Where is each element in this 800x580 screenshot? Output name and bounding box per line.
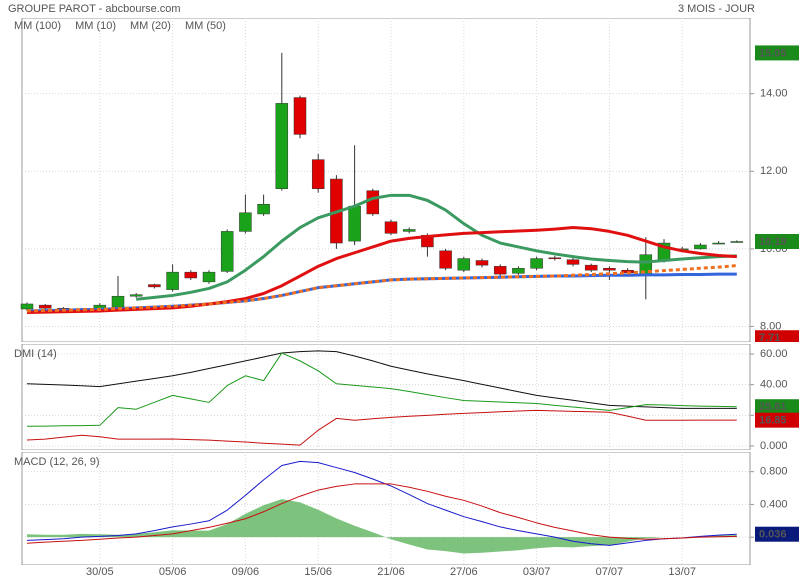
plot-frame: [21, 344, 751, 450]
x-tick-label: 03/07: [523, 566, 551, 578]
legend-entry: MM (50): [185, 20, 226, 32]
candle-body: [202, 271, 216, 283]
value-box: [755, 234, 799, 250]
histogram-area: [27, 499, 737, 554]
value-box-label: 16.85: [759, 415, 787, 427]
value-box: [755, 45, 799, 61]
candle-body: [694, 244, 707, 250]
y-tick-label: 0.800: [760, 466, 788, 478]
candle-body: [111, 295, 125, 308]
series-line: [136, 193, 737, 301]
series-line: [26, 460, 737, 546]
candle-body: [38, 304, 52, 309]
candle-body: [402, 229, 416, 232]
x-tick-label: 05/06: [159, 566, 187, 578]
value-box-label: 25.61: [759, 401, 787, 413]
candle-body: [275, 103, 289, 189]
candle-body: [220, 231, 234, 272]
candle-body: [566, 259, 580, 265]
candle-body: [129, 294, 143, 297]
chart-subtitle: 3 MOIS - JOUR: [678, 3, 755, 15]
y-tick-label: 14.00: [760, 88, 788, 100]
value-box-label: 15.05: [759, 47, 787, 59]
candle-body: [20, 303, 34, 310]
candle-body: [239, 212, 252, 232]
x-tick-label: 21/06: [377, 566, 405, 578]
candle-body: [457, 258, 471, 271]
panel-title: DMI (14): [14, 348, 57, 360]
series-line: [26, 226, 737, 315]
y-tick-label: 8.00: [760, 320, 781, 332]
x-tick-label: 15/06: [304, 566, 332, 578]
candle-body: [439, 250, 452, 269]
candle-body: [166, 271, 179, 290]
candle-body: [148, 284, 161, 288]
value-box-label: 10.19: [759, 236, 787, 248]
candle-body: [311, 159, 325, 189]
candle-body: [366, 190, 380, 215]
candle-body: [712, 242, 725, 245]
y-tick-label: 12.00: [760, 165, 788, 177]
plot-frame: [21, 18, 751, 342]
x-tick-label: 13/07: [668, 566, 696, 578]
candle-body: [493, 266, 507, 275]
plot-frame: [21, 452, 751, 565]
series-line: [26, 483, 737, 544]
candle-body: [584, 264, 598, 271]
candle-body: [184, 271, 198, 279]
candle-body: [512, 268, 525, 274]
candle-body: [384, 221, 398, 234]
legend-entry: MM (10): [75, 20, 116, 32]
x-tick-label: 07/07: [596, 566, 624, 578]
y-tick-label: 0.000: [760, 440, 788, 452]
value-box: [755, 412, 799, 428]
value-box: [755, 526, 799, 542]
y-tick-label: 60.00: [760, 348, 788, 360]
candle-body: [548, 257, 562, 260]
y-tick-label: 40.00: [760, 379, 788, 391]
chart-title: GROUPE PAROT - abcbourse.com: [8, 3, 181, 15]
legend-entry: MM (20): [130, 20, 171, 32]
candle-body: [257, 204, 270, 215]
legend-entry: MM (100): [14, 20, 61, 32]
value-box: [755, 330, 799, 342]
value-box: [755, 399, 799, 415]
candle-body: [293, 97, 307, 135]
value-box-label: 0.036: [759, 529, 787, 541]
series-line: [26, 352, 737, 427]
x-tick-label: 27/06: [450, 566, 478, 578]
series-line: [26, 350, 737, 409]
x-tick-label: 09/06: [232, 566, 260, 578]
value-box-label: 7.71: [759, 332, 780, 344]
panel-title: MACD (12, 26, 9): [14, 456, 100, 468]
candle-body: [730, 241, 744, 243]
candle-body: [603, 268, 616, 271]
series-line: [26, 409, 737, 446]
candle-body: [348, 205, 361, 242]
candle-body: [475, 260, 489, 266]
y-tick-label: 0.400: [760, 498, 788, 510]
candle-body: [530, 258, 543, 269]
x-tick-label: 30/05: [86, 566, 114, 578]
series-line: [26, 272, 737, 313]
